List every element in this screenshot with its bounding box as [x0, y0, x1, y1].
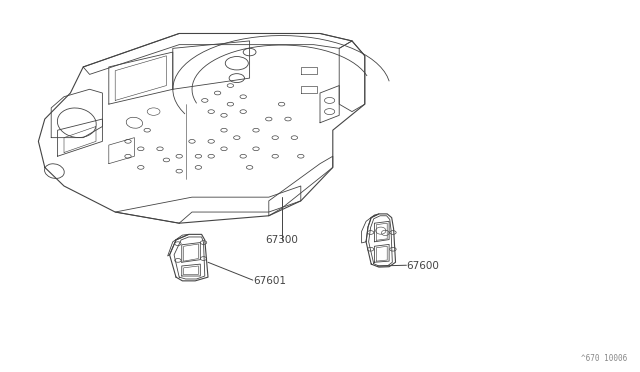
Text: 67600: 67600 — [406, 261, 439, 271]
Text: 67601: 67601 — [253, 276, 286, 286]
Text: ^670 10006: ^670 10006 — [581, 354, 627, 363]
Text: 67300: 67300 — [266, 235, 298, 245]
